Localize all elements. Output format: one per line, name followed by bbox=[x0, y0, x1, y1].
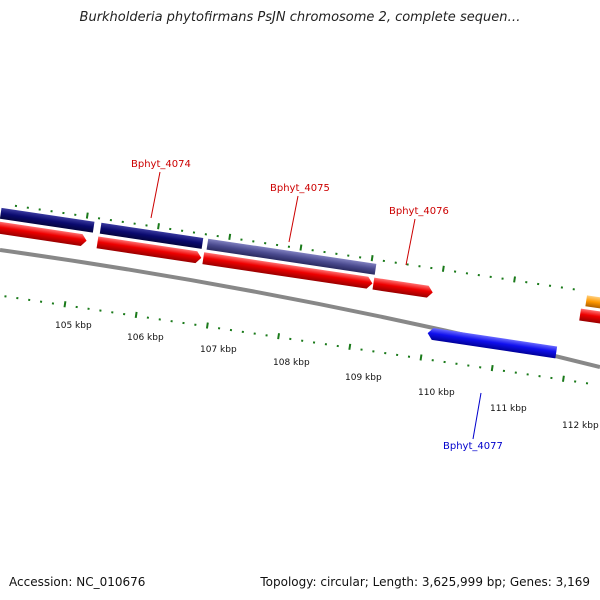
feature-orange[interactable] bbox=[585, 295, 600, 313]
scale-label-110: 110 kbp bbox=[418, 388, 455, 398]
sequence-stats: Topology: circular; Length: 3,625,999 bp… bbox=[260, 575, 590, 589]
scale-label-111: 111 kbp bbox=[490, 404, 527, 414]
gene-feature-navy[interactable] bbox=[0, 207, 95, 233]
gene-label-bphyt-4076[interactable]: Bphyt_4076 bbox=[389, 206, 449, 217]
map-title: Burkholderia phytofirmans PsJN chromosom… bbox=[79, 10, 521, 25]
cds-arrow-forward[interactable] bbox=[96, 236, 203, 264]
gene-label-bphyt-4075[interactable]: Bphyt_4075 bbox=[270, 183, 330, 194]
scale-label-108: 108 kbp bbox=[273, 358, 310, 368]
cds-arrow-forward[interactable] bbox=[0, 221, 87, 247]
accession-info: Accession: NC_010676 bbox=[9, 575, 146, 589]
label-leader-line bbox=[150, 171, 161, 219]
label-leader-line bbox=[472, 392, 482, 440]
label-leader-line bbox=[288, 195, 299, 243]
scale-label-112: 112 kbp bbox=[562, 421, 599, 431]
scale-label-109: 109 kbp bbox=[345, 373, 382, 383]
cds-arrow-forward[interactable] bbox=[372, 277, 434, 299]
scale-label-107: 107 kbp bbox=[200, 345, 237, 355]
gene-feature-slate[interactable] bbox=[206, 238, 377, 275]
cds-arrow-reverse[interactable] bbox=[427, 327, 558, 359]
cds-arrow-forward[interactable] bbox=[579, 308, 600, 327]
scale-tick-row bbox=[4, 295, 589, 385]
gene-label-bphyt-4074[interactable]: Bphyt_4074 bbox=[131, 159, 191, 170]
gene-feature-navy[interactable] bbox=[99, 222, 204, 249]
gene-label-bphyt-4077[interactable]: Bphyt_4077 bbox=[443, 441, 503, 452]
cds-arrow-forward[interactable] bbox=[202, 252, 373, 289]
label-leader-line bbox=[405, 218, 416, 266]
scale-label-106: 106 kbp bbox=[127, 333, 164, 343]
upper-tick-row bbox=[14, 204, 575, 291]
scale-label-105: 105 kbp bbox=[55, 321, 92, 331]
